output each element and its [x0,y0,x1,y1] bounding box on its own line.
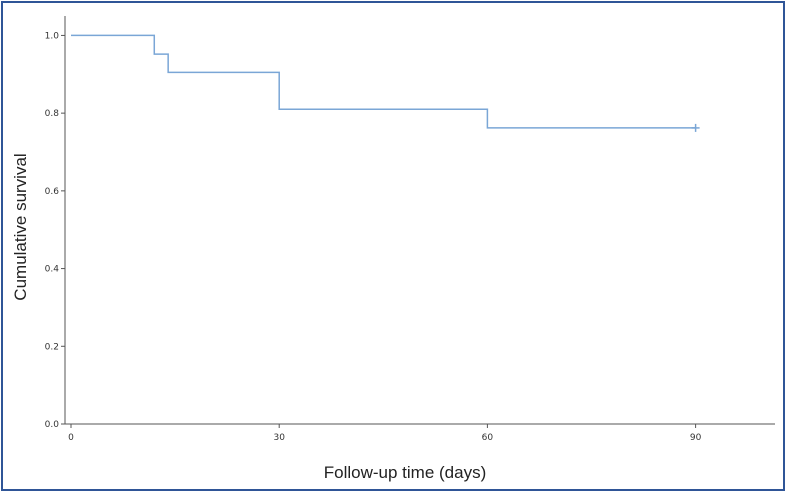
y-tick-label: 0.6 [45,187,60,197]
censor-mark [691,123,700,132]
y-tick-label: 0.2 [45,342,59,352]
x-tick-label: 90 [690,433,702,443]
y-tick-label: 0.4 [45,265,60,275]
x-axis-title: Follow-up time (days) [324,463,487,482]
y-tick-label: 1.0 [45,31,60,41]
y-tick-label: 0.0 [45,420,60,430]
survival-step-line [71,34,696,129]
y-tick-label: 0.8 [45,109,60,119]
x-tick-label: 30 [273,433,285,443]
y-axis-title: Cumulative survival [11,153,30,300]
x-tick-label: 60 [482,433,494,443]
series-layer [71,34,700,132]
x-tick-label: 0 [68,433,74,443]
tick-labels: 0 30 60 90 0.0 0.2 0.4 0.6 0.8 1.0 [45,31,702,443]
axes [61,16,775,428]
